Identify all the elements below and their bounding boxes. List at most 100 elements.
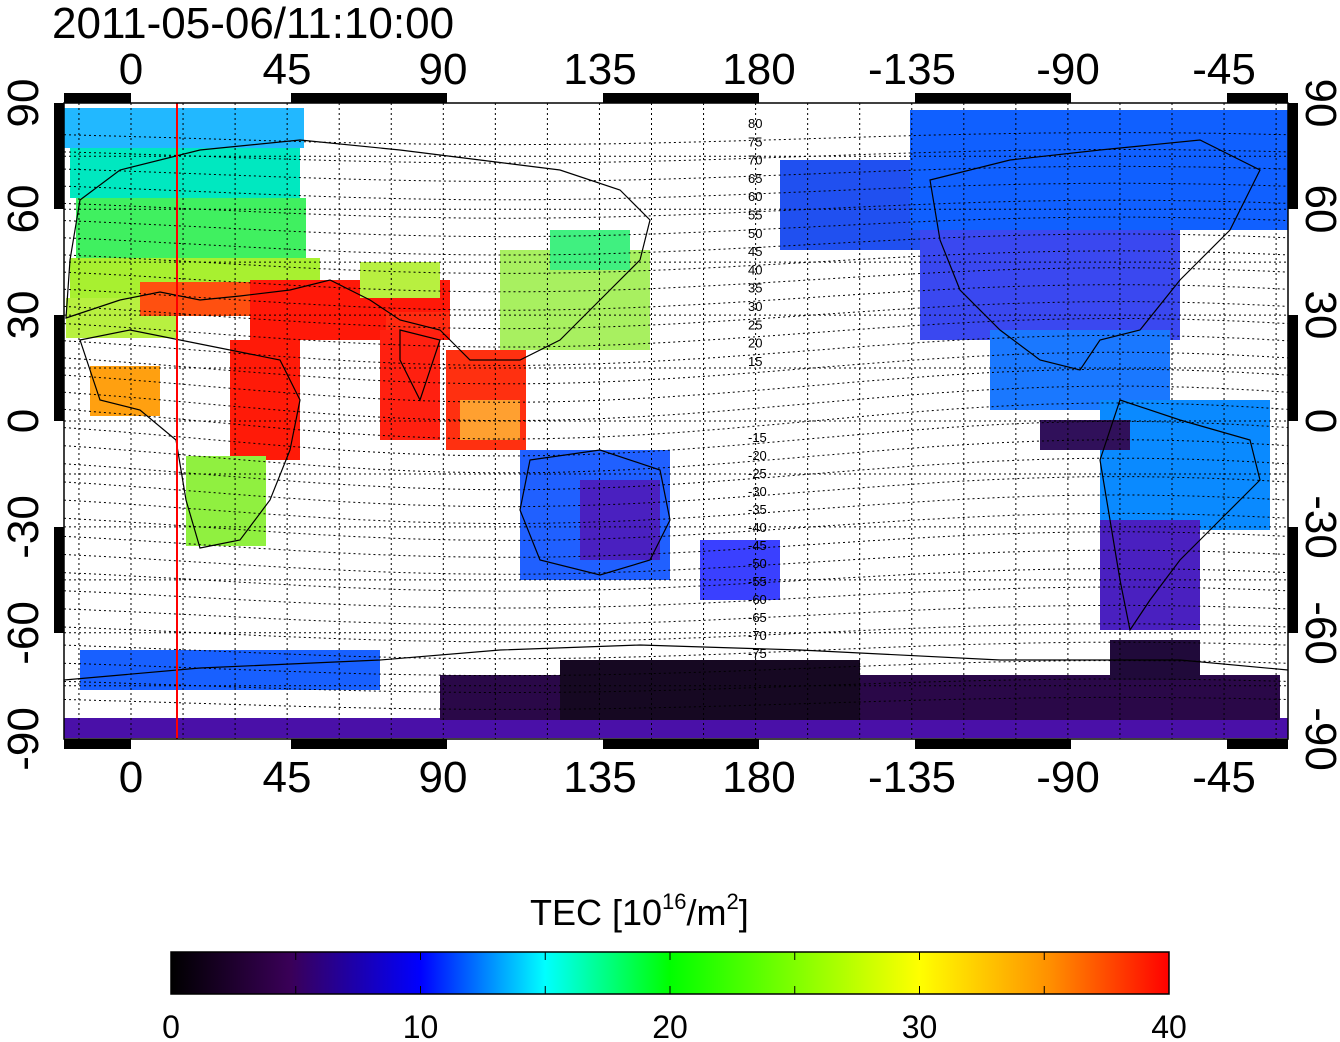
colorbar-ticks <box>170 952 1170 994</box>
y-tick-label-left: -60 <box>0 601 48 665</box>
y-axis-right-labels: 90 60 30 0 -30 -60 -90 <box>1296 79 1340 771</box>
mlat-contour <box>64 351 1288 385</box>
tec-region-south-africa <box>186 456 266 546</box>
x-tick-label-top: 0 <box>119 45 143 94</box>
tec-region-new-zealand <box>700 540 780 600</box>
y-tick-label-left: 0 <box>0 409 48 433</box>
mlat-label-south: -70 <box>748 628 767 643</box>
x-axis-bottom-labels: 0 45 90 135 180 -135 -90 -45 <box>119 753 1256 802</box>
mlat-contour <box>64 284 1288 311</box>
frame-scale-bars <box>54 93 1298 749</box>
mlat-label-north: 60 <box>748 189 762 204</box>
colorbar-label: 10 <box>403 1009 439 1042</box>
x-tick-label-bottom: -90 <box>1036 753 1100 802</box>
africa-outline <box>79 329 301 549</box>
frame-bar-right <box>1288 527 1298 633</box>
y-tick-label-right: 90 <box>1296 79 1340 128</box>
mlat-label-north: 15 <box>748 354 762 369</box>
mlat-contour <box>64 531 1288 558</box>
mlat-label-south: -40 <box>748 520 767 535</box>
lat-lon-grid <box>64 103 1288 739</box>
mlat-label-north: 20 <box>748 336 762 351</box>
y-tick-label-left: 30 <box>0 291 48 340</box>
mlat-contour <box>64 199 1288 219</box>
x-tick-label-top: 45 <box>263 45 312 94</box>
india-outline <box>399 329 441 402</box>
colorbar-label: 40 <box>1151 1009 1187 1042</box>
mlat-contour <box>64 216 1288 238</box>
x-tick-label-top: -90 <box>1036 45 1100 94</box>
tec-region-australia-central <box>580 480 660 560</box>
antarctica-outline <box>64 644 1288 681</box>
tec-region-north-africa <box>140 282 260 316</box>
frame-bar-right <box>1288 103 1298 209</box>
mlat-label-south: -25 <box>748 466 767 481</box>
tec-region-central-asia <box>360 262 440 298</box>
frame-bar-bottom <box>915 739 1071 749</box>
mlat-label-north: 25 <box>748 317 762 332</box>
y-axis-left-labels: 90 60 30 0 -30 -60 -90 <box>0 79 48 771</box>
colorbar-label: 0 <box>162 1009 180 1042</box>
frame-bar-left <box>54 103 64 209</box>
mlat-label-north: 55 <box>748 208 762 223</box>
frame-bar-left <box>54 315 64 421</box>
mlat-label-north: 30 <box>748 299 762 314</box>
tec-data-layer <box>64 108 1288 738</box>
mlat-contour <box>64 165 1288 182</box>
mlat-contour <box>64 476 1288 508</box>
frame-bar-bottom <box>603 739 759 749</box>
australia-outline <box>519 449 671 576</box>
mlat-contour <box>64 512 1288 541</box>
tec-region-canada <box>910 110 1288 230</box>
mlat-contour <box>64 586 1288 609</box>
mlat-label-south: -60 <box>748 592 767 607</box>
y-tick-label-left: 60 <box>0 185 48 234</box>
x-tick-label-top: -45 <box>1192 45 1256 94</box>
x-tick-label-top: 135 <box>563 45 636 94</box>
mlat-label-north: 45 <box>748 244 762 259</box>
tec-region-west-africa <box>90 366 160 416</box>
x-tick-label-bottom: 180 <box>722 753 795 802</box>
mlat-contour <box>64 641 1288 660</box>
y-tick-label-right: -60 <box>1296 601 1340 665</box>
colorbar-label: 20 <box>652 1009 688 1042</box>
mlat-contour <box>64 568 1288 592</box>
y-tick-label-right: -90 <box>1296 707 1340 771</box>
frame-bar-bottom <box>64 739 131 749</box>
x-tick-label-top: -135 <box>868 45 956 94</box>
tec-region-antarctica-core <box>560 660 860 720</box>
x-tick-label-bottom: 90 <box>419 753 468 802</box>
colorbar-label: 30 <box>902 1009 938 1042</box>
x-tick-label-bottom: 0 <box>119 753 143 802</box>
tec-region-indonesia <box>460 400 520 440</box>
mlat-label-south: -55 <box>748 574 767 589</box>
y-tick-label-left: 90 <box>0 79 48 128</box>
y-tick-label-right: 0 <box>1296 409 1340 433</box>
tec-region-south-pole <box>64 718 1288 738</box>
mlat-contour <box>64 267 1288 293</box>
y-tick-label-right: -30 <box>1296 495 1340 559</box>
tec-region-usa <box>920 230 1180 340</box>
mlat-label-south: -15 <box>748 430 767 445</box>
mlat-label-south: -35 <box>748 502 767 517</box>
tec-region-east-africa <box>230 340 300 460</box>
mlat-contour <box>64 301 1288 330</box>
mlat-label-north: 40 <box>748 262 762 277</box>
mlat-label-north: 65 <box>748 171 762 186</box>
mlat-label-south: -75 <box>748 646 767 661</box>
frame-bar-left <box>54 527 64 633</box>
north-america-outline <box>929 139 1261 371</box>
coastlines <box>64 139 1288 681</box>
mlat-contour <box>64 182 1288 201</box>
mlat-label-north: 70 <box>748 153 762 168</box>
frame-bar-top <box>1227 93 1288 103</box>
eurasia-outline <box>65 139 651 361</box>
mlat-contour <box>64 549 1288 575</box>
mlat-contour <box>64 604 1288 626</box>
x-tick-label-top: 90 <box>419 45 468 94</box>
mlat-label-south: -30 <box>748 484 767 499</box>
tec-region-patagonia <box>1100 520 1200 630</box>
mlat-label-south: -20 <box>748 448 767 463</box>
mlat-contour <box>64 318 1288 348</box>
